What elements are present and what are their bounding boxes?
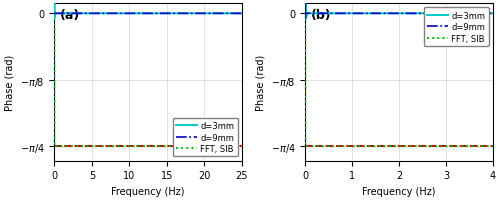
d=9mm (123, 13, 129, 15)
d=3mm (303, 18, 309, 20)
d=9mm (164, 13, 170, 15)
d=3mm (206, 13, 212, 15)
d=3mm (192, 13, 198, 15)
d=9mm (424, 13, 430, 15)
FFT, SIB (490, 145, 496, 148)
d=3mm (456, 13, 462, 15)
d=9mm (52, 13, 58, 15)
FFT, SIB (123, 145, 129, 148)
d=9mm (174, 13, 180, 15)
d=3mm (52, 13, 58, 15)
FFT, SIB (206, 145, 212, 148)
d=9mm (442, 13, 448, 15)
d=3mm (123, 13, 129, 15)
d=9mm (374, 13, 380, 15)
d=9mm (302, 13, 308, 15)
FFT, SIB (442, 145, 448, 148)
FFT, SIB (302, 145, 308, 148)
FFT, SIB (456, 145, 462, 148)
FFT, SIB (192, 145, 198, 148)
d=9mm (490, 13, 496, 15)
d=9mm (86, 13, 91, 15)
Line: d=3mm: d=3mm (305, 0, 493, 19)
Line: FFT, SIB: FFT, SIB (54, 14, 242, 147)
FFT, SIB (424, 145, 430, 148)
d=3mm (424, 13, 430, 15)
Text: (b): (b) (311, 9, 332, 22)
d=9mm (302, 17, 308, 20)
d=3mm (415, 13, 421, 15)
d=3mm (174, 13, 180, 15)
d=3mm (490, 13, 496, 15)
d=9mm (336, 13, 342, 15)
FFT, SIB (302, 13, 308, 15)
d=9mm (52, 13, 58, 16)
d=9mm (239, 13, 245, 15)
Text: (a): (a) (60, 9, 80, 22)
d=9mm (415, 13, 421, 15)
FFT, SIB (414, 145, 420, 148)
FFT, SIB (52, 13, 58, 15)
FFT, SIB (174, 145, 180, 148)
FFT, SIB (86, 145, 91, 148)
d=3mm (302, 13, 308, 15)
Y-axis label: Phase (rad): Phase (rad) (4, 54, 14, 110)
d=3mm (374, 13, 380, 15)
Line: d=9mm: d=9mm (305, 0, 493, 19)
d=3mm (442, 13, 448, 15)
FFT, SIB (52, 145, 58, 148)
FFT, SIB (239, 145, 245, 148)
d=9mm (206, 13, 212, 15)
d=3mm (239, 13, 245, 15)
FFT, SIB (164, 145, 170, 148)
d=3mm (164, 13, 170, 15)
d=9mm (456, 13, 462, 15)
FFT, SIB (336, 145, 342, 148)
d=9mm (52, 13, 58, 15)
FFT, SIB (374, 145, 380, 148)
d=3mm (336, 13, 342, 15)
X-axis label: Frequency (Hz): Frequency (Hz) (362, 186, 436, 196)
X-axis label: Frequency (Hz): Frequency (Hz) (112, 186, 185, 196)
Line: d=3mm: d=3mm (54, 0, 242, 19)
Line: FFT, SIB: FFT, SIB (305, 14, 493, 147)
Legend: d=3mm, d=9mm, FFT, SIB: d=3mm, d=9mm, FFT, SIB (424, 8, 488, 47)
Legend: d=3mm, d=9mm, FFT, SIB: d=3mm, d=9mm, FFT, SIB (173, 118, 238, 157)
Y-axis label: Phase (rad): Phase (rad) (255, 54, 265, 110)
d=3mm (52, 18, 58, 20)
d=9mm (192, 13, 198, 15)
d=3mm (86, 13, 91, 15)
